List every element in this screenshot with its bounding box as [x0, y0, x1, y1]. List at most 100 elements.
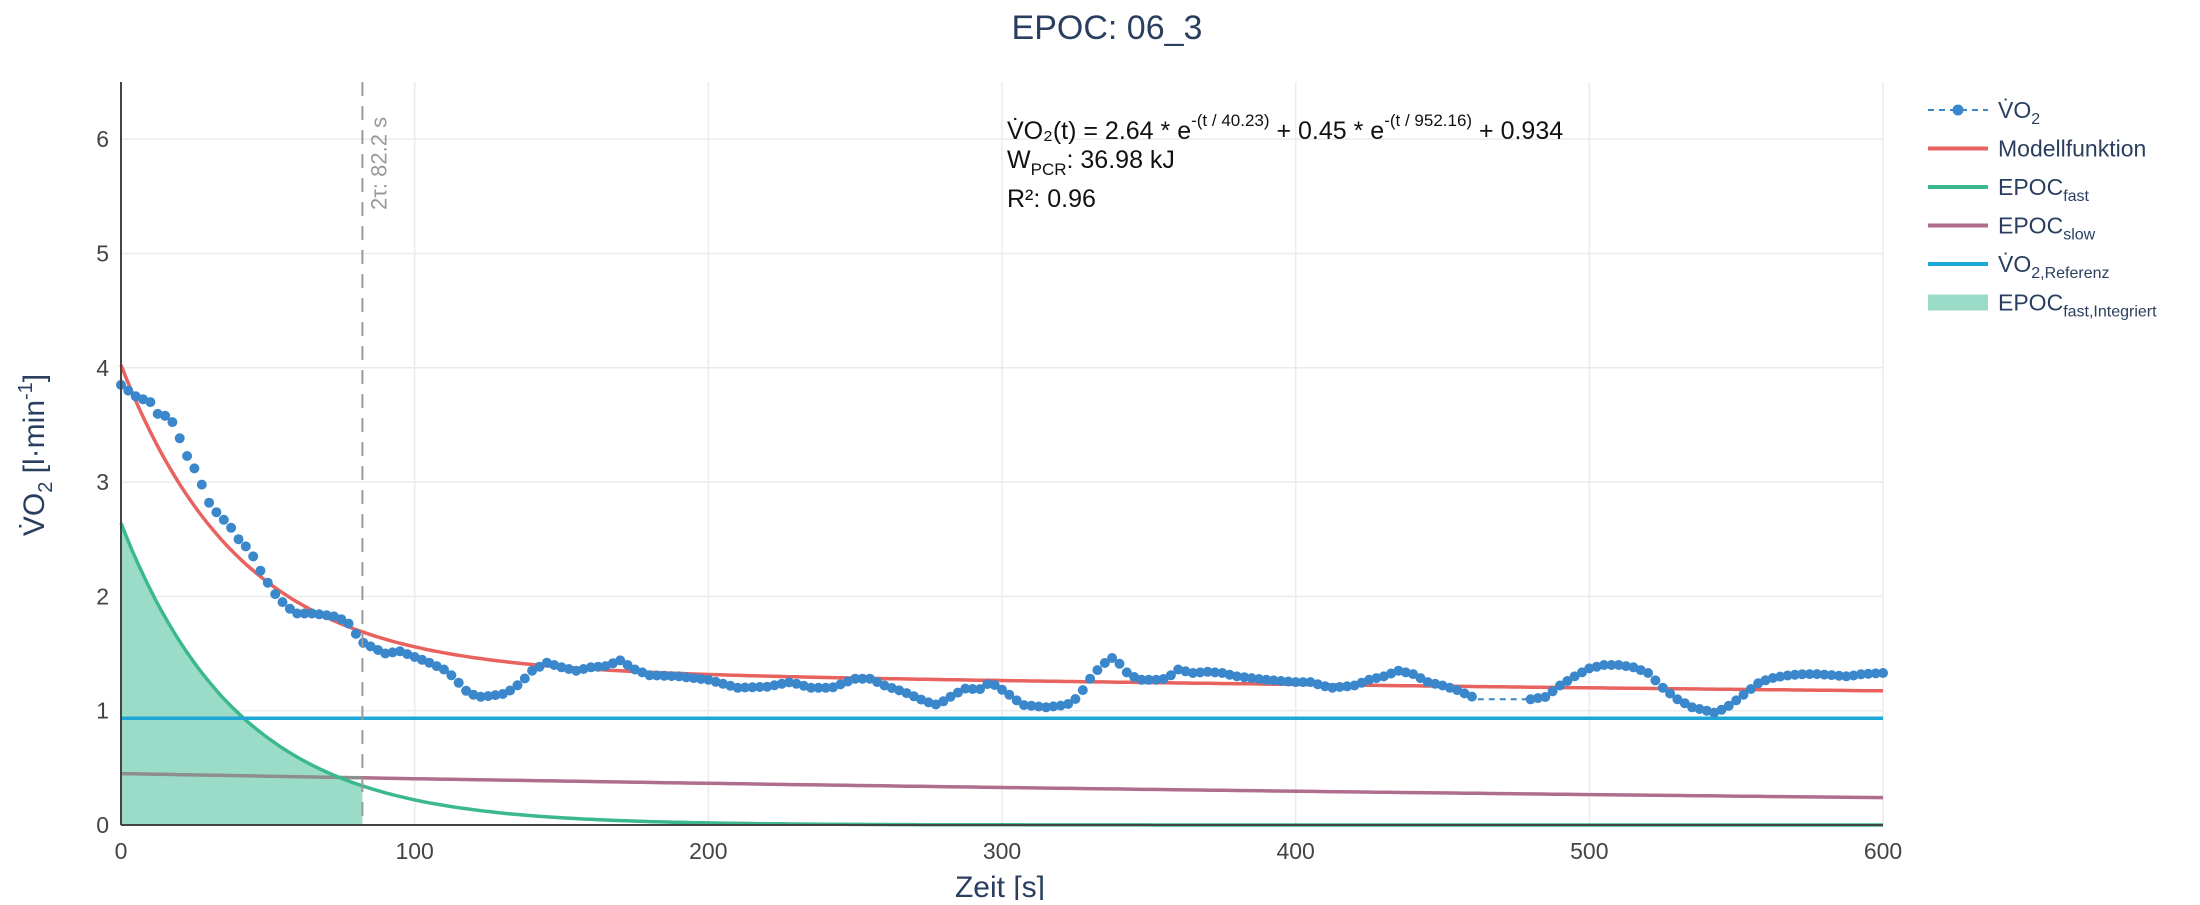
vo2-point: [1114, 658, 1125, 669]
vo2-point: [475, 691, 486, 702]
vo2-point: [277, 597, 288, 608]
formula-rhs: + 0.934: [1472, 117, 1563, 145]
legend-item-fillint: EPOCfast,Integriert: [1928, 290, 2157, 321]
model-annotation: V̇O₂(t) = 2.64 * e-(t / 40.23) + 0.45 * …: [1007, 111, 1563, 213]
legend-label: EPOCslow: [1998, 213, 2096, 244]
vo2-point: [1077, 685, 1088, 696]
x-tick-label: 500: [1570, 838, 1608, 864]
vo2-point: [1723, 700, 1734, 711]
vo2-point: [938, 696, 949, 707]
vo2-point: [189, 463, 200, 474]
vo2-point: [1643, 668, 1654, 678]
vo2-point: [1099, 658, 1110, 668]
vo2-point: [1298, 677, 1308, 688]
legend-swatch-fill: [1928, 294, 1988, 311]
vo2-point: [1004, 689, 1015, 700]
y-axis-label: V̇O2 [l·min-1]: [15, 374, 57, 536]
vo2-point: [1606, 660, 1617, 670]
vo2-point: [1811, 669, 1822, 680]
y-tick-label: 6: [96, 126, 109, 152]
vo2-point: [1856, 669, 1866, 680]
vo2-point: [240, 541, 251, 552]
vo2-point: [813, 682, 824, 693]
vo2-point: [196, 479, 207, 490]
y-tick-label: 4: [96, 355, 109, 381]
vo2-point: [1261, 674, 1272, 685]
legend-label: V̇O2,Referenz: [1998, 251, 2110, 282]
vo2-point: [1848, 670, 1859, 681]
legend-label-sub: 2,Referenz: [2031, 265, 2109, 282]
vo2-point: [1195, 667, 1206, 678]
vo2-point: [270, 589, 281, 600]
vo2-point: [226, 522, 237, 533]
vo2-point: [1026, 700, 1037, 711]
legend-label: EPOCfast: [1998, 174, 2090, 205]
vo2-point: [160, 410, 171, 421]
vo2-point: [512, 680, 523, 691]
vo2-point: [644, 670, 655, 681]
vo2-point: [967, 684, 978, 694]
legend-label-main: EPOC: [1998, 213, 2063, 239]
formula-exp1: -(t / 40.23): [1191, 111, 1269, 130]
vo2-point: [1290, 677, 1301, 688]
vo2-point: [975, 684, 985, 695]
vo2-point: [1283, 676, 1294, 687]
vo2-point: [262, 577, 273, 588]
vo2-point: [1158, 674, 1169, 684]
vo2-point: [299, 608, 310, 619]
vo2-point: [688, 673, 699, 684]
vo2-point: [989, 680, 1000, 690]
model-function-line: [119, 364, 1883, 693]
y-label-rest: [l·min: [18, 400, 51, 482]
vo2-point: [174, 433, 185, 444]
x-axis-label: Zeit [s]: [955, 871, 1045, 900]
vo2-point: [167, 417, 178, 428]
x-tick-label: 300: [983, 838, 1021, 864]
vo2-point: [306, 608, 317, 619]
vo2-point: [1033, 701, 1044, 712]
vo2-point: [1672, 694, 1683, 705]
vo2-point: [681, 672, 692, 683]
vo2-point: [1789, 669, 1800, 680]
axes: [120, 82, 1883, 826]
legend-item-fast: EPOCfast: [1928, 174, 2090, 205]
legend-label: V̇O2: [1998, 97, 2040, 128]
vo2-point: [453, 677, 464, 688]
model-formula: V̇O₂(t) = 2.64 * e-(t / 40.23) + 0.45 * …: [1007, 111, 1563, 145]
vo2-point: [314, 609, 325, 620]
vo2-point: [1070, 694, 1081, 704]
vo2-point: [615, 655, 626, 666]
vo2-point: [1165, 670, 1176, 681]
work-value: WPCR: 36.98 kJ: [1007, 146, 1175, 179]
vo2-point: [1063, 699, 1074, 709]
legend-label-main: Modellfunktion: [1998, 136, 2146, 162]
vo2-point: [519, 673, 530, 684]
vo2-point: [1092, 665, 1103, 676]
vo2-point: [483, 691, 494, 702]
vo2-point: [1731, 695, 1742, 706]
vo2-point: [1577, 667, 1587, 678]
vo2-point: [505, 685, 516, 696]
x-tick-label: 100: [395, 838, 433, 864]
vo2-point: [218, 514, 229, 525]
vo2-point: [1863, 668, 1874, 679]
vo2-point: [1268, 675, 1279, 686]
vo2-point: [1819, 669, 1830, 680]
vo2-point: [145, 397, 156, 408]
vo2-point: [593, 661, 604, 672]
vo2-point: [343, 618, 354, 629]
vo2-point: [1107, 653, 1118, 663]
vo2-point: [1320, 681, 1330, 692]
tau-marker-label: 2τ: 82.2 s: [366, 117, 391, 210]
x-tick-label: 600: [1864, 838, 1902, 864]
vo2-point: [857, 673, 868, 684]
vo2-point: [1540, 692, 1551, 702]
vo2-point: [1151, 674, 1162, 685]
vo2-point: [769, 680, 780, 691]
vo2-point: [1599, 660, 1609, 670]
vo2-point: [211, 507, 222, 518]
legend-label-main: EPOC: [1998, 174, 2063, 200]
y-label-sup: -1: [15, 382, 37, 400]
vo2-point: [1085, 673, 1096, 684]
x-tick-label: 0: [115, 838, 128, 864]
